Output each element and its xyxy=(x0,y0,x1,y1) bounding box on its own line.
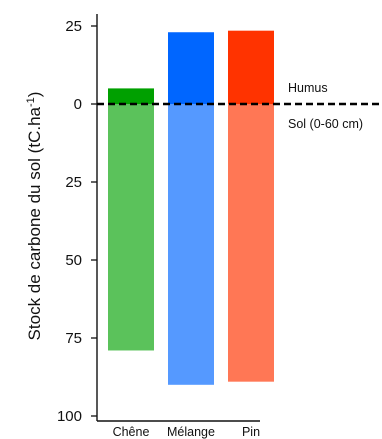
y-tick-label: 100 xyxy=(57,408,82,425)
y-axis-label-text: Stock de carbone du sol (tC.ha xyxy=(25,106,44,340)
y-tick-label: 75 xyxy=(65,330,82,347)
bar-sol-1 xyxy=(168,104,214,385)
annotation-humus: Humus xyxy=(288,81,328,95)
y-tick-label: 50 xyxy=(65,252,82,269)
y-tick-label: 25 xyxy=(65,174,82,191)
category-label: Mélange xyxy=(167,425,215,439)
y-tick-label: 25 xyxy=(65,18,82,35)
y-axis-label: Stock de carbone du sol (tC.ha-1) xyxy=(25,92,44,341)
y-axis-label-close: ) xyxy=(25,92,44,98)
bar-sol-2 xyxy=(228,104,274,382)
category-label: Chêne xyxy=(113,425,150,439)
y-tick-label: 0 xyxy=(74,96,82,113)
bar-humus-1 xyxy=(168,32,214,104)
annotation-sol: Sol (0-60 cm) xyxy=(288,117,363,131)
category-label: Pin xyxy=(242,425,260,439)
bar-humus-2 xyxy=(228,30,274,104)
y-axis-label-unit-exponent: -1 xyxy=(25,97,37,107)
bar-humus-0 xyxy=(108,88,154,104)
bar-sol-0 xyxy=(108,104,154,351)
